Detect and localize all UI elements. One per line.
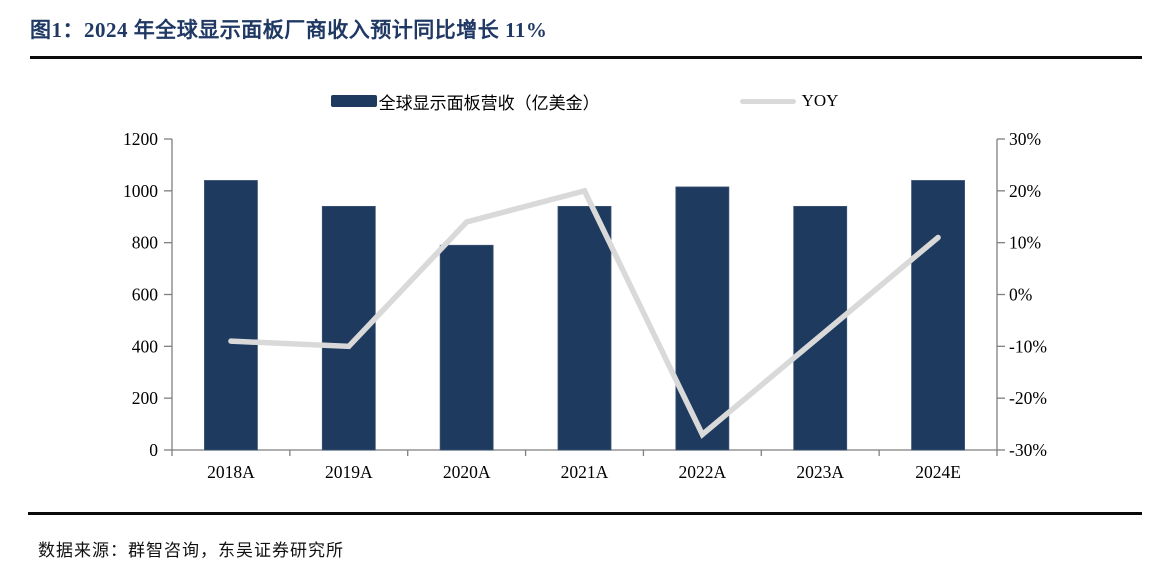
right-axis-label: -10% bbox=[1009, 336, 1047, 356]
left-axis-label: 1200 bbox=[123, 129, 158, 149]
bar-2022A bbox=[675, 186, 730, 451]
legend-line-swatch bbox=[739, 98, 796, 104]
legend-item-yoy: YOY bbox=[739, 91, 839, 111]
x-axis-label: 2020A bbox=[443, 462, 491, 482]
bar-2020A bbox=[439, 244, 494, 451]
left-axis-label: 800 bbox=[132, 233, 159, 253]
bar-2021A bbox=[557, 205, 612, 451]
yoy-line bbox=[228, 187, 941, 439]
bar-2024E bbox=[911, 180, 965, 451]
x-axis-label: 2021A bbox=[561, 462, 609, 482]
x-axis-label: 2022A bbox=[679, 462, 727, 482]
x-axis-label: 2024E bbox=[915, 462, 961, 482]
footer-divider bbox=[28, 512, 1142, 515]
figure-title: 图1：2024 年全球显示面板厂商收入预计同比增长 11% bbox=[30, 18, 548, 42]
right-axis-label: 30% bbox=[1009, 129, 1041, 149]
legend-bar-label: 全球显示面板营收（亿美金） bbox=[378, 93, 600, 113]
chart-legend: 全球显示面板营收（亿美金） YOY bbox=[172, 88, 997, 114]
right-axis-label: 10% bbox=[1009, 233, 1041, 253]
legend-line-label: YOY bbox=[801, 91, 839, 110]
left-axis-label: 0 bbox=[149, 440, 158, 460]
bar-2018A bbox=[204, 180, 258, 451]
right-axis-label: 0% bbox=[1009, 285, 1032, 305]
x-axis-label: 2019A bbox=[325, 462, 373, 482]
legend-item-revenue: 全球显示面板营收（亿美金） bbox=[330, 89, 600, 114]
x-axis-label: 2018A bbox=[207, 462, 255, 482]
source-note: 数据来源：群智咨询，东吴证券研究所 bbox=[38, 541, 344, 560]
right-axis-label: -30% bbox=[1009, 440, 1047, 460]
right-axis-label: -20% bbox=[1009, 388, 1047, 408]
left-axis-label: 400 bbox=[132, 336, 159, 356]
left-axis-label: 600 bbox=[132, 285, 159, 305]
header-divider bbox=[30, 56, 1142, 59]
bar-2023A bbox=[793, 205, 848, 451]
right-axis-label: 20% bbox=[1009, 181, 1041, 201]
left-axis-label: 1000 bbox=[123, 181, 158, 201]
legend-bar-swatch bbox=[330, 95, 377, 107]
left-axis-label: 200 bbox=[132, 388, 159, 408]
x-axis-label: 2023A bbox=[796, 462, 844, 482]
